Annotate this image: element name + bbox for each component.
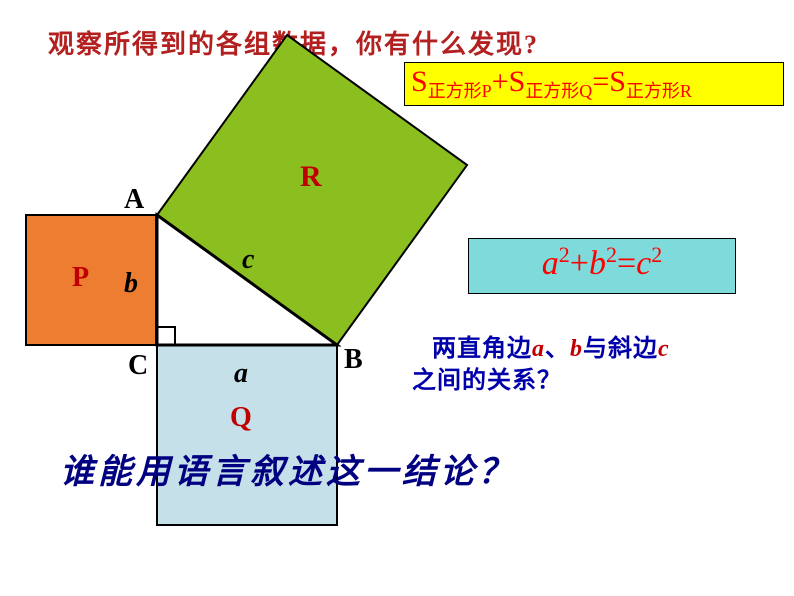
side-a: a [234,358,248,390]
eq-eq: = [617,245,636,282]
vertex-a: A [124,184,144,216]
eq-sq2: 2 [606,242,617,267]
label-p: P [72,262,89,294]
eq-sq1: 2 [559,242,570,267]
side-b: b [124,268,138,300]
geometry-diagram [0,0,794,596]
eq-c: c [636,245,651,282]
bottom-question: 谁能用语言叙述这一结论？ [60,444,516,493]
side-c: c [242,244,254,276]
label-r: R [300,160,322,194]
eq-plus: + [570,245,589,282]
vertex-b: B [344,344,363,376]
vertex-c: C [128,350,148,382]
eq-a: a [542,245,559,282]
eq-sq3: 2 [651,242,662,267]
relation-line2: 之间的关系？ [412,360,562,395]
relation-line1: 两直角边a、b与斜边c [432,328,670,363]
eq-b: b [589,245,606,282]
equation-box: a2+b2=c2 [468,238,736,294]
label-q: Q [230,402,252,434]
